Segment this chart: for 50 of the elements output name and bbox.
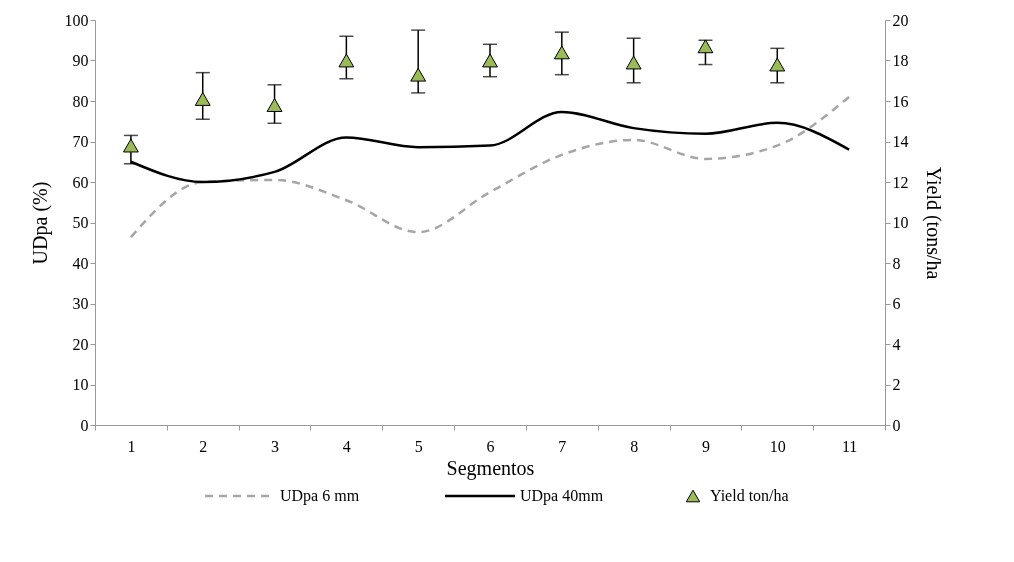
x-tick-label: 2 [199,437,208,455]
point [697,39,714,54]
y2-tick-label: 4 [892,335,901,353]
y-tick-label: 20 [72,335,89,353]
y-tick-label: 60 [72,173,89,191]
x-tick-label: 7 [558,437,567,455]
y2-tick-label: 6 [892,295,901,312]
y-tick-label: 90 [72,52,89,69]
x-tick-label: 9 [701,437,710,455]
y2-tick-label: 12 [892,173,909,191]
legend-label: UDpa 6 mm [280,487,360,505]
y-tick-label: 10 [72,376,89,393]
x-tick-label: 10 [769,437,786,455]
y-axis-title: UDpa (%) [28,181,52,265]
y-tick-label: 70 [72,133,89,150]
x-tick-label: 8 [630,437,639,455]
line-series [129,95,851,239]
x-tick-label: 3 [271,437,280,455]
point [338,53,355,68]
x-tick-label: 4 [342,437,351,455]
x-tick-label: 5 [414,437,423,455]
legend-label: Yield ton/ha [710,487,789,504]
point [553,45,570,60]
point [122,138,139,153]
y-tick-label: 0 [80,416,89,434]
point [194,92,211,106]
x-tick-label: 6 [486,437,495,455]
y2-tick-label: 8 [892,254,901,272]
y2-tick-label: 18 [892,52,909,69]
y2-tick-label: 0 [892,416,901,434]
y2-tick-label: 10 [892,214,909,231]
legend-label: UDpa 40mm [520,487,604,505]
point [769,57,786,72]
y2-tick-label: 14 [892,133,909,150]
x-axis-title: Segmentos [446,456,535,480]
y2-tick-label: 2 [892,376,901,393]
x-tick-label: 11 [841,437,858,455]
y-tick-label: 50 [72,214,89,231]
y-tick-label: 30 [72,295,89,312]
y-tick-label: 80 [72,92,89,110]
y2-tick-label: 20 [892,11,909,29]
x-tick-label: 1 [127,437,136,455]
y2-axis-title: Yield (tons/ha [921,166,945,280]
y2-tick-label: 16 [892,92,909,110]
point [482,53,498,68]
point [625,55,642,70]
point [410,67,427,82]
point [266,98,283,112]
y-tick-label: 40 [72,254,89,272]
y-tick-label: 100 [64,11,89,29]
